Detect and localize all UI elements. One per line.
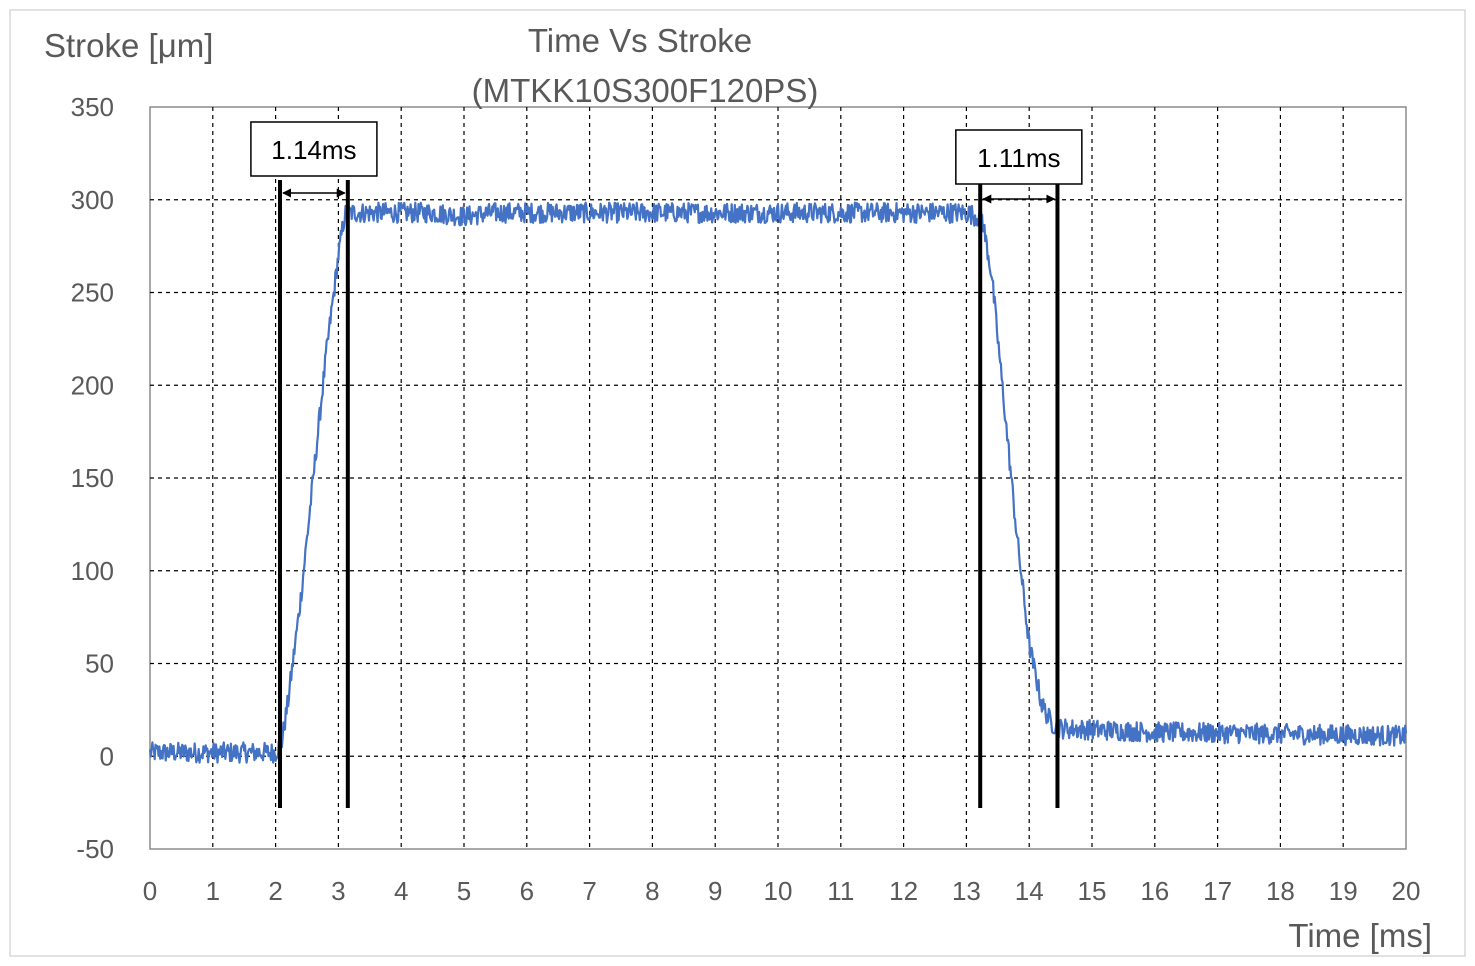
x-tick-label: 14 bbox=[1015, 876, 1044, 906]
y-tick-label: 250 bbox=[71, 278, 114, 308]
x-axis-title: Time [ms] bbox=[1288, 917, 1432, 954]
interval-label-box bbox=[955, 129, 1083, 185]
series-layer bbox=[148, 201, 1408, 764]
x-tick-label: 9 bbox=[708, 876, 722, 906]
x-tick-label: 4 bbox=[394, 876, 408, 906]
y-tick-label: 100 bbox=[71, 556, 114, 586]
x-tick-label: 8 bbox=[645, 876, 659, 906]
y-tick-label: 0 bbox=[100, 741, 114, 771]
x-tick-label: 16 bbox=[1140, 876, 1169, 906]
y-tick-label: -50 bbox=[76, 834, 114, 864]
x-tick-label: 13 bbox=[952, 876, 981, 906]
y-tick-label: 200 bbox=[71, 370, 114, 400]
stroke-series-line bbox=[148, 201, 1408, 764]
interval-label: 1.14ms bbox=[271, 135, 356, 165]
grid-lines bbox=[150, 107, 1406, 849]
y-tick-label: 150 bbox=[71, 463, 114, 493]
x-tick-label: 1 bbox=[206, 876, 220, 906]
x-tick-label: 2 bbox=[268, 876, 282, 906]
x-tick-label: 7 bbox=[582, 876, 596, 906]
annotations-layer: 1.14ms 1.11ms bbox=[250, 121, 1083, 808]
x-tick-label: 6 bbox=[520, 876, 534, 906]
x-tick-label: 5 bbox=[457, 876, 471, 906]
y-tick-label: 300 bbox=[71, 185, 114, 215]
chart-subtitle: (MTKK10S300F120PS) bbox=[472, 72, 819, 109]
tick-labels: 0 1 2 3 4 5 6 7 8 9 10 11 12 13 14 15 16 17 18 19 20-5005010… bbox=[71, 92, 1421, 906]
y-axis-title: Stroke [μm] bbox=[44, 27, 213, 64]
x-tick-label: 20 bbox=[1392, 876, 1421, 906]
interval-label: 1.11ms bbox=[977, 143, 1060, 173]
x-tick-label: 11 bbox=[827, 876, 854, 906]
x-tick-label: 0 bbox=[143, 876, 157, 906]
x-tick-label: 10 bbox=[764, 876, 793, 906]
x-tick-label: 12 bbox=[889, 876, 918, 906]
x-tick-label: 17 bbox=[1203, 876, 1232, 906]
x-tick-label: 18 bbox=[1266, 876, 1295, 906]
y-tick-label: 50 bbox=[85, 649, 114, 679]
x-tick-label: 15 bbox=[1078, 876, 1107, 906]
chart-title: Time Vs Stroke bbox=[528, 22, 752, 59]
x-tick-label: 19 bbox=[1329, 876, 1358, 906]
interval-label-box bbox=[250, 121, 378, 177]
x-tick-label: 3 bbox=[331, 876, 345, 906]
y-tick-label: 350 bbox=[71, 92, 114, 122]
